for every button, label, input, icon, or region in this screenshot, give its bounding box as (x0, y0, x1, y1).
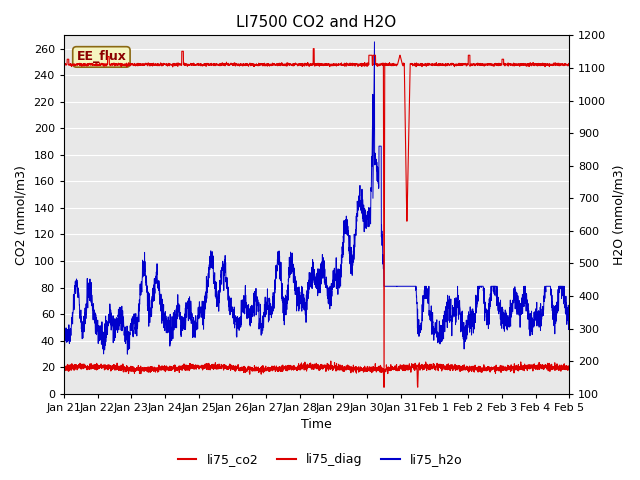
Y-axis label: H2O (mmol/m3): H2O (mmol/m3) (612, 164, 625, 265)
li75_h2o (118, 312, 125, 318)
li75_diag (556, 63, 564, 69)
Line: li75_diag: li75_diag (64, 48, 570, 387)
li75_diag (254, 62, 262, 68)
li75_co2 (276, 364, 284, 370)
li75_co2 (556, 364, 564, 370)
li75_h2o (60, 334, 68, 339)
X-axis label: Time: Time (301, 419, 332, 432)
li75_diag (380, 384, 388, 390)
li75_diag (148, 62, 156, 68)
li75_h2o (254, 297, 262, 303)
li75_diag (566, 60, 573, 66)
li75_diag (309, 46, 317, 51)
li75_h2o (276, 276, 284, 282)
li75_h2o (148, 312, 156, 318)
li75_co2 (254, 366, 262, 372)
li75_co2 (566, 365, 573, 371)
Title: LI7500 CO2 and H2O: LI7500 CO2 and H2O (236, 15, 397, 30)
li75_co2 (501, 368, 509, 373)
li75_co2 (148, 368, 156, 374)
li75_co2 (380, 384, 388, 390)
li75_co2 (118, 367, 125, 373)
li75_diag (118, 62, 125, 68)
li75_h2o (566, 322, 573, 327)
li75_diag (501, 60, 509, 66)
Y-axis label: CO2 (mmol/m3): CO2 (mmol/m3) (15, 165, 28, 264)
Line: li75_h2o: li75_h2o (64, 42, 570, 354)
li75_h2o (124, 351, 131, 357)
Line: li75_co2: li75_co2 (64, 361, 570, 387)
li75_co2 (60, 362, 68, 368)
li75_diag (276, 61, 284, 67)
li75_h2o (371, 39, 378, 45)
li75_h2o (501, 307, 509, 313)
li75_h2o (556, 283, 564, 289)
li75_diag (60, 60, 68, 66)
li75_co2 (327, 358, 335, 364)
Text: EE_flux: EE_flux (76, 50, 126, 63)
Legend: li75_co2, li75_diag, li75_h2o: li75_co2, li75_diag, li75_h2o (173, 448, 467, 471)
